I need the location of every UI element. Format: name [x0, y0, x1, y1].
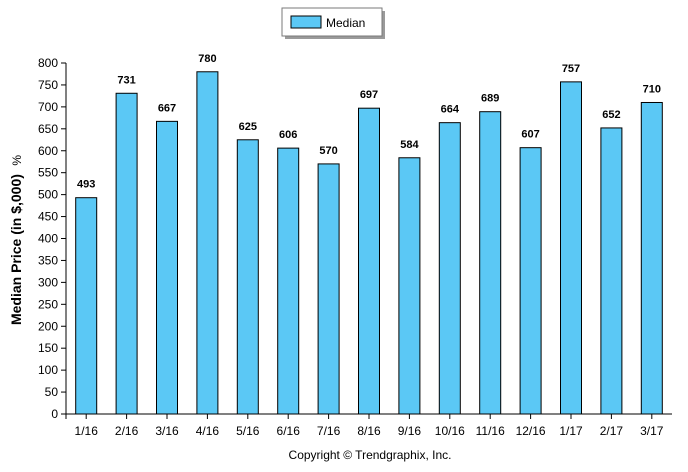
x-tick-label: 11/16 — [476, 424, 505, 438]
bar-value-label: 697 — [360, 89, 378, 101]
y-tick-label: 600 — [38, 144, 58, 158]
x-tick-label: 1/17 — [559, 424, 583, 438]
bar-value-label: 731 — [117, 74, 135, 86]
y-tick-label: 400 — [38, 232, 58, 246]
y-tick-label: 750 — [38, 78, 58, 92]
bar-value-label: 625 — [239, 121, 257, 133]
bar — [317, 163, 340, 415]
y-tick-label: 450 — [38, 210, 58, 224]
y-axis-title-text: Median Price (in $,000) % — [8, 155, 25, 325]
bar — [600, 127, 623, 415]
bar — [236, 139, 259, 415]
bars — [75, 71, 663, 415]
y-tick-label: 0 — [51, 407, 58, 421]
bar — [358, 107, 380, 415]
y-tick-label: 200 — [38, 319, 58, 333]
legend: Median — [281, 7, 385, 39]
legend-swatch — [290, 15, 322, 29]
y-axis-label: Median Price (in $,000) — [8, 174, 24, 325]
bar-value-label: 652 — [602, 109, 620, 121]
y-tick-label: 350 — [38, 253, 58, 267]
bar-value-label: 780 — [198, 53, 216, 65]
x-tick-label: 1/16 — [75, 424, 99, 438]
y-tick-label: 500 — [38, 188, 58, 202]
bar — [398, 157, 421, 415]
x-tick-label: 5/16 — [236, 424, 260, 438]
y-tick-label: 150 — [38, 341, 58, 355]
y-tick-label: 700 — [38, 100, 58, 114]
bar — [519, 147, 542, 415]
bar-value-label: 584 — [400, 139, 419, 151]
y-tick-label: 300 — [38, 275, 58, 289]
y-axis-label-suffix: % — [10, 155, 24, 166]
bar — [156, 120, 178, 415]
bar — [560, 81, 582, 415]
bar — [277, 147, 300, 415]
copyright-footer: Copyright © Trendgraphix, Inc. — [289, 448, 452, 462]
x-tick-label: 4/16 — [196, 424, 220, 438]
bar-value-label: 664 — [441, 104, 460, 116]
y-tick-label: 100 — [38, 363, 58, 377]
x-tick-label: 6/16 — [277, 424, 301, 438]
bar-value-label: 607 — [521, 129, 539, 141]
x-tick-label: 2/17 — [600, 424, 624, 438]
x-tick-label: 12/16 — [516, 424, 546, 438]
bar — [115, 92, 138, 415]
bar — [640, 101, 663, 415]
x-tick-label: 3/16 — [155, 424, 179, 438]
bar-value-label: 689 — [481, 93, 499, 105]
x-tick-label: 3/17 — [640, 424, 664, 438]
y-tick-label: 50 — [45, 385, 59, 399]
x-axis-ticks: 1/16 2/16 3/16 4/16 5/16 6/16 7/16 8/16 9/16 10/1… — [65, 414, 664, 438]
y-tick-label: 250 — [38, 297, 58, 311]
legend-series-name: Median — [326, 16, 365, 30]
x-tick-label: 7/16 — [317, 424, 341, 438]
y-tick-label: 550 — [38, 166, 58, 180]
y-tick-label: 800 — [38, 56, 58, 70]
bar — [479, 111, 502, 415]
bar-value-label: 606 — [279, 129, 297, 141]
bar — [196, 71, 219, 415]
bar-value-label: 757 — [562, 63, 580, 75]
x-tick-label: 8/16 — [357, 424, 381, 438]
x-tick-label: 2/16 — [115, 424, 139, 438]
data-labels: 493 731 667 780 625 606 570 697 584 664 689 607 757 6… — [77, 53, 661, 191]
x-tick-label: 10/16 — [435, 424, 465, 438]
y-axis-ticks: 0 50 100 150 200 250 300 350 400 450 500 550 600 650 7… — [38, 56, 66, 421]
bar — [438, 122, 461, 415]
bar-value-label: 710 — [643, 83, 661, 95]
x-tick-label: 9/16 — [398, 424, 422, 438]
bar-value-label: 493 — [77, 179, 95, 191]
bar-value-label: 667 — [158, 102, 176, 114]
bar-value-label: 570 — [319, 145, 337, 157]
bar — [75, 197, 98, 415]
y-tick-label: 650 — [38, 122, 58, 136]
y-axis-title: Median Price (in $,000) % — [8, 155, 25, 325]
